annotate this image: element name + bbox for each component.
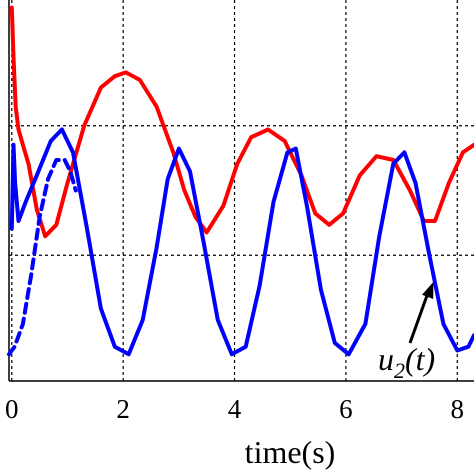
x-tick-label: 2 bbox=[116, 394, 130, 424]
x-tick-label: 4 bbox=[228, 394, 242, 424]
annotation-group: u2(t) bbox=[378, 281, 435, 383]
series-group bbox=[7, 5, 474, 357]
x-tick-labels: 0 2 4 6 8 bbox=[5, 394, 464, 424]
x-tick-label: 6 bbox=[339, 394, 353, 424]
series-line-3 bbox=[7, 158, 78, 357]
axes bbox=[8, 0, 474, 382]
x-axis-label: time(s) bbox=[245, 434, 336, 470]
annotation-label: u2(t) bbox=[378, 341, 435, 383]
annotation-arrow-shaft bbox=[408, 288, 431, 344]
series-line-2 bbox=[9, 127, 474, 357]
x-tick-label: 8 bbox=[451, 394, 465, 424]
x-tick-label: 0 bbox=[5, 394, 19, 424]
annotation-arrow-head bbox=[422, 281, 434, 300]
